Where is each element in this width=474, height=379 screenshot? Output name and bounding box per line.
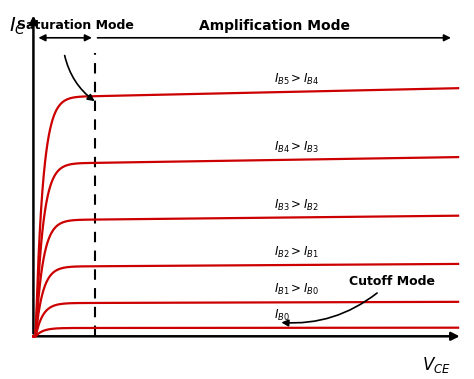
Text: $I_{B3} > I_{B2}$: $I_{B3} > I_{B2}$ bbox=[274, 197, 319, 213]
Text: $I_{B1} > I_{B0}$: $I_{B1} > I_{B0}$ bbox=[274, 282, 319, 298]
Text: Amplification Mode: Amplification Mode bbox=[199, 19, 350, 33]
Text: $I_{B2} > I_{B1}$: $I_{B2} > I_{B1}$ bbox=[274, 245, 319, 260]
Text: $V_{CE}$: $V_{CE}$ bbox=[422, 355, 451, 374]
Text: $I_C$: $I_C$ bbox=[9, 16, 27, 38]
Text: Cutoff Mode: Cutoff Mode bbox=[349, 275, 435, 288]
Text: $I_{B4} > I_{B3}$: $I_{B4} > I_{B3}$ bbox=[274, 140, 319, 155]
Text: $I_{B0}$: $I_{B0}$ bbox=[274, 308, 290, 323]
Text: Saturation Mode: Saturation Mode bbox=[17, 19, 134, 31]
Text: $I_{B5} > I_{B4}$: $I_{B5} > I_{B4}$ bbox=[274, 72, 319, 87]
